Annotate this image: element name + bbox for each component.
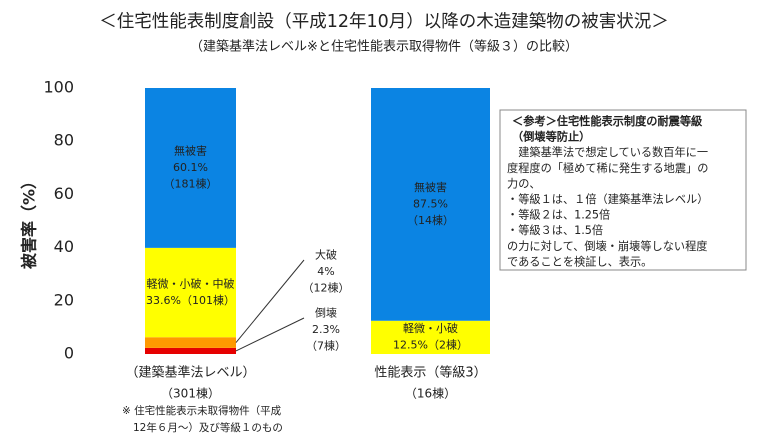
value-label: 87.5% (413, 197, 448, 210)
bar-segment (145, 337, 236, 348)
info-text: ・等級１は、１倍（建築基準法レベル） (507, 192, 708, 206)
value-label: 60.1% (173, 161, 208, 174)
count-label: （7棟） (306, 339, 346, 353)
x-tick-label: 性能表示（等級3） (374, 365, 486, 381)
bar-segment (371, 320, 490, 354)
y-axis-label: 被害率（%） (20, 173, 39, 269)
y-tick-label: 0 (64, 344, 74, 363)
info-text: 力の、 (507, 177, 541, 190)
info-text: ・等級２は、1.25倍 (507, 208, 610, 222)
value-label: 33.6%（101棟） (146, 293, 235, 307)
x-tick-note: （16棟） (405, 386, 456, 401)
bar-segment (145, 247, 236, 338)
info-text: 度程度の「極めて稀に発生する地震」の (507, 161, 708, 175)
segment-label: 無被害 (414, 180, 447, 194)
segment-label: 軽微・小破・中破 (147, 276, 235, 290)
segment-label: 軽微・小破 (403, 321, 458, 335)
info-text: であることを検証し、表示。 (507, 254, 652, 268)
y-tick-label: 60 (54, 184, 74, 203)
value-label: 4% (317, 265, 334, 278)
segment-label: 無被害 (174, 143, 207, 157)
leader-line (235, 259, 305, 343)
info-text: ＜参考＞住宅性能表示制度の耐震等級 (512, 114, 703, 128)
info-text: （倒壊等防止） (512, 130, 590, 144)
y-tick-label: 20 (54, 290, 74, 309)
info-text: の力に対して、倒壊・崩壊等しない程度 (507, 239, 707, 253)
value-label: 12.5%（2棟） (393, 338, 468, 352)
count-label: （181棟） (164, 176, 218, 190)
x-tick-note: （301棟） (161, 386, 220, 401)
count-label: （14棟） (407, 213, 454, 227)
segment-label: 大破 (315, 248, 337, 262)
footnote: 12年６月～）及び等級１のもの (133, 421, 283, 434)
count-label: （12棟） (303, 281, 350, 295)
bar-segment (371, 88, 490, 321)
info-text: 建築基準法で想定している数百年に一 (507, 145, 708, 159)
leader-line (235, 317, 305, 352)
x-tick-label: （建築基準法レベル） (125, 365, 255, 381)
value-label: 2.3% (312, 323, 340, 336)
bar-segment (145, 88, 236, 248)
footnote: ※ 住宅性能表示未取得物件（平成 (122, 404, 282, 417)
bar-segment (145, 347, 236, 354)
y-tick-label: 80 (54, 131, 74, 150)
info-text: ・等級３は、1.5倍 (507, 223, 603, 237)
chart-subtitle: （建築基準法レベル※と住宅性能表示取得物件（等級３）の比較） (190, 39, 578, 55)
chart-title: ＜住宅性能表制度創設（平成12年10月）以降の木造建築物の被害状況＞ (99, 12, 669, 32)
y-tick-label: 100 (43, 78, 74, 97)
y-tick-label: 40 (54, 237, 74, 256)
segment-label: 倒壊 (315, 307, 337, 320)
info-box (499, 109, 747, 271)
